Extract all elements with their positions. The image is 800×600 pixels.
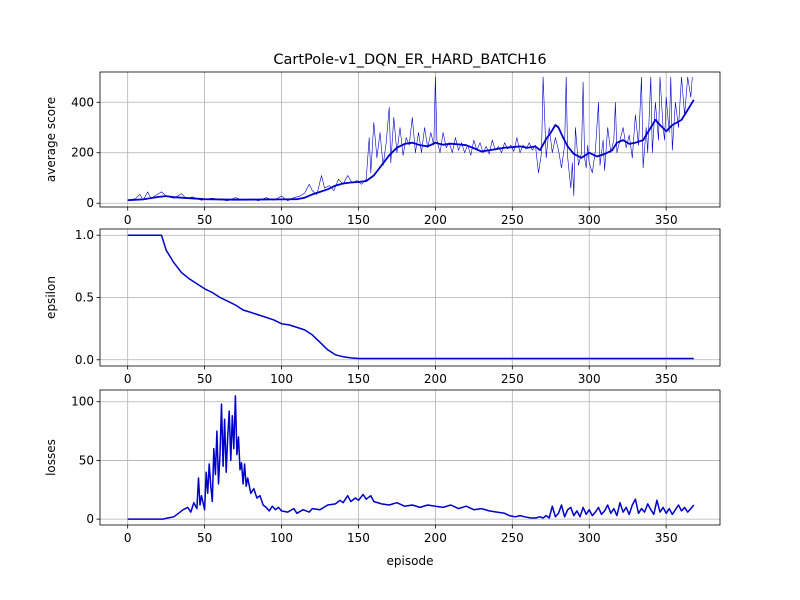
x-tick-label: 0 bbox=[124, 213, 132, 227]
y-tick-label: 200 bbox=[71, 146, 94, 160]
y-tick-label: 1.0 bbox=[75, 228, 94, 242]
axes-frame bbox=[99, 71, 721, 208]
y-axis-label: average score bbox=[44, 97, 58, 182]
x-tick-label: 300 bbox=[578, 531, 601, 545]
x-tick-label: 0 bbox=[124, 531, 132, 545]
x-tick-label: 300 bbox=[578, 213, 601, 227]
x-tick-label: 350 bbox=[655, 372, 678, 386]
x-tick-label: 200 bbox=[424, 213, 447, 227]
epsilon-panel: 0 50 100 150 200 250 300 350 0.0 0.5 1.0 epsilon bbox=[44, 228, 721, 386]
x-tick-label: 200 bbox=[424, 372, 447, 386]
x-tick-label: 100 bbox=[270, 531, 293, 545]
y-tick-label: 100 bbox=[71, 395, 94, 409]
y-tick-label: 0 bbox=[86, 196, 94, 210]
x-tick-label: 150 bbox=[347, 372, 370, 386]
x-tick-label: 250 bbox=[501, 531, 524, 545]
series-line bbox=[127, 234, 694, 360]
y-axis-label: losses bbox=[44, 439, 58, 476]
score-panel: 0 50 100 150 200 250 300 350 0 200 400 average scor… bbox=[44, 71, 721, 227]
x-tick-label: 50 bbox=[197, 213, 212, 227]
x-tick-label: 150 bbox=[347, 213, 370, 227]
x-tick-label: 350 bbox=[655, 531, 678, 545]
y-axis-label: epsilon bbox=[44, 276, 58, 319]
y-tick-label: 50 bbox=[79, 453, 94, 467]
x-tick-label: 100 bbox=[270, 372, 293, 386]
smoothed-series-line bbox=[127, 99, 695, 202]
x-tick-label: 0 bbox=[124, 372, 132, 386]
x-tick-label: 250 bbox=[501, 372, 524, 386]
y-tick-label: 0.5 bbox=[75, 291, 94, 305]
x-tick-label: 200 bbox=[424, 531, 447, 545]
y-tick-label: 0.0 bbox=[75, 353, 94, 367]
raw-series-line bbox=[127, 76, 693, 201]
chart-title: CartPole-v1_DQN_ER_HARD_BATCH16 bbox=[273, 52, 546, 68]
x-tick-label: 50 bbox=[197, 531, 212, 545]
x-tick-label: 50 bbox=[197, 372, 212, 386]
losses-panel: 0 50 100 150 200 250 300 350 0 50 100 losses episode bbox=[44, 389, 721, 568]
x-tick-label: 350 bbox=[655, 213, 678, 227]
y-tick-label: 0 bbox=[86, 512, 94, 526]
x-tick-label: 150 bbox=[347, 531, 370, 545]
x-tick-label: 100 bbox=[270, 213, 293, 227]
series-line bbox=[127, 395, 695, 520]
axes-frame bbox=[99, 389, 721, 526]
x-axis-label: episode bbox=[387, 554, 434, 568]
x-tick-label: 250 bbox=[501, 213, 524, 227]
y-tick-label: 400 bbox=[71, 95, 94, 109]
x-tick-label: 300 bbox=[578, 372, 601, 386]
